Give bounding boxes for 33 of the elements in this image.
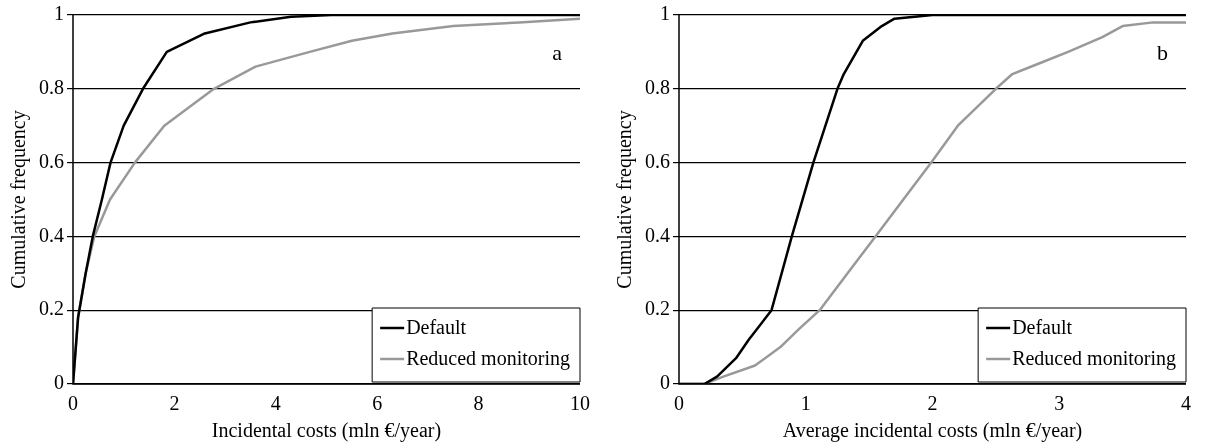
x-tick-label: 1 bbox=[800, 392, 811, 415]
y-tick-label: 0.2 bbox=[39, 297, 64, 320]
x-tick-label: 4 bbox=[270, 392, 281, 415]
y-tick-label: 0.6 bbox=[645, 149, 670, 172]
y-tick-label: 0.8 bbox=[39, 76, 64, 99]
x-axis-title: Incidental costs (mln €/year) bbox=[211, 419, 442, 443]
x-tick-label: 6 bbox=[372, 392, 383, 415]
y-tick-label: 0.4 bbox=[39, 223, 64, 246]
x-tick-label: 4 bbox=[1181, 392, 1191, 415]
y-tick-label: 0.8 bbox=[645, 76, 670, 99]
legend-label: Default bbox=[1012, 316, 1073, 339]
x-tick-label: 8 bbox=[473, 392, 484, 415]
y-tick-label: 1 bbox=[54, 2, 64, 25]
annotation: a bbox=[552, 39, 563, 65]
legend-label: Reduced monitoring bbox=[1012, 347, 1176, 371]
x-tick-label: 0 bbox=[68, 392, 78, 415]
x-tick-label: 2 bbox=[927, 392, 938, 415]
x-tick-label: 10 bbox=[570, 392, 590, 415]
y-tick-label: 0.4 bbox=[645, 223, 670, 246]
y-axis-title: Cumulative frequency bbox=[613, 110, 637, 289]
x-tick-label: 2 bbox=[169, 392, 180, 415]
x-tick-label: 3 bbox=[1054, 392, 1065, 415]
y-tick-label: 1 bbox=[660, 2, 670, 25]
x-axis-title: Average incidental costs (mln €/year) bbox=[782, 419, 1083, 443]
y-tick-label: 0.6 bbox=[39, 149, 64, 172]
x-tick-label: 0 bbox=[674, 392, 684, 415]
legend-label: Default bbox=[406, 316, 467, 339]
y-tick-label: 0.2 bbox=[645, 297, 670, 320]
annotation: b bbox=[1157, 39, 1168, 65]
y-tick-label: 0 bbox=[54, 371, 64, 394]
y-axis-title: Cumulative frequency bbox=[7, 110, 31, 289]
y-tick-label: 0 bbox=[660, 371, 670, 394]
legend-label: Reduced monitoring bbox=[406, 347, 570, 371]
